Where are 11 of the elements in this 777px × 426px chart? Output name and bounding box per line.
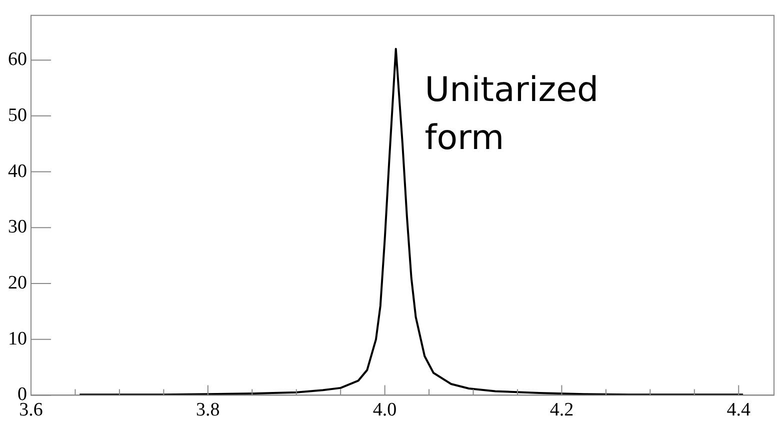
x-tick-label: 4.2 bbox=[550, 400, 574, 421]
x-tick-label: 3.8 bbox=[196, 400, 220, 421]
y-tick-label: 30 bbox=[8, 216, 27, 238]
y-tick-label: 10 bbox=[8, 328, 27, 350]
y-tick-label: 40 bbox=[8, 160, 27, 182]
y-tick-label: 20 bbox=[8, 272, 27, 294]
x-tick-label: 4.0 bbox=[372, 400, 397, 421]
y-tick-label: 50 bbox=[8, 104, 27, 126]
x-tick-label: 4.4 bbox=[726, 400, 751, 421]
annotation: Unitarized form bbox=[424, 70, 599, 158]
y-tick-label: 60 bbox=[8, 49, 27, 70]
